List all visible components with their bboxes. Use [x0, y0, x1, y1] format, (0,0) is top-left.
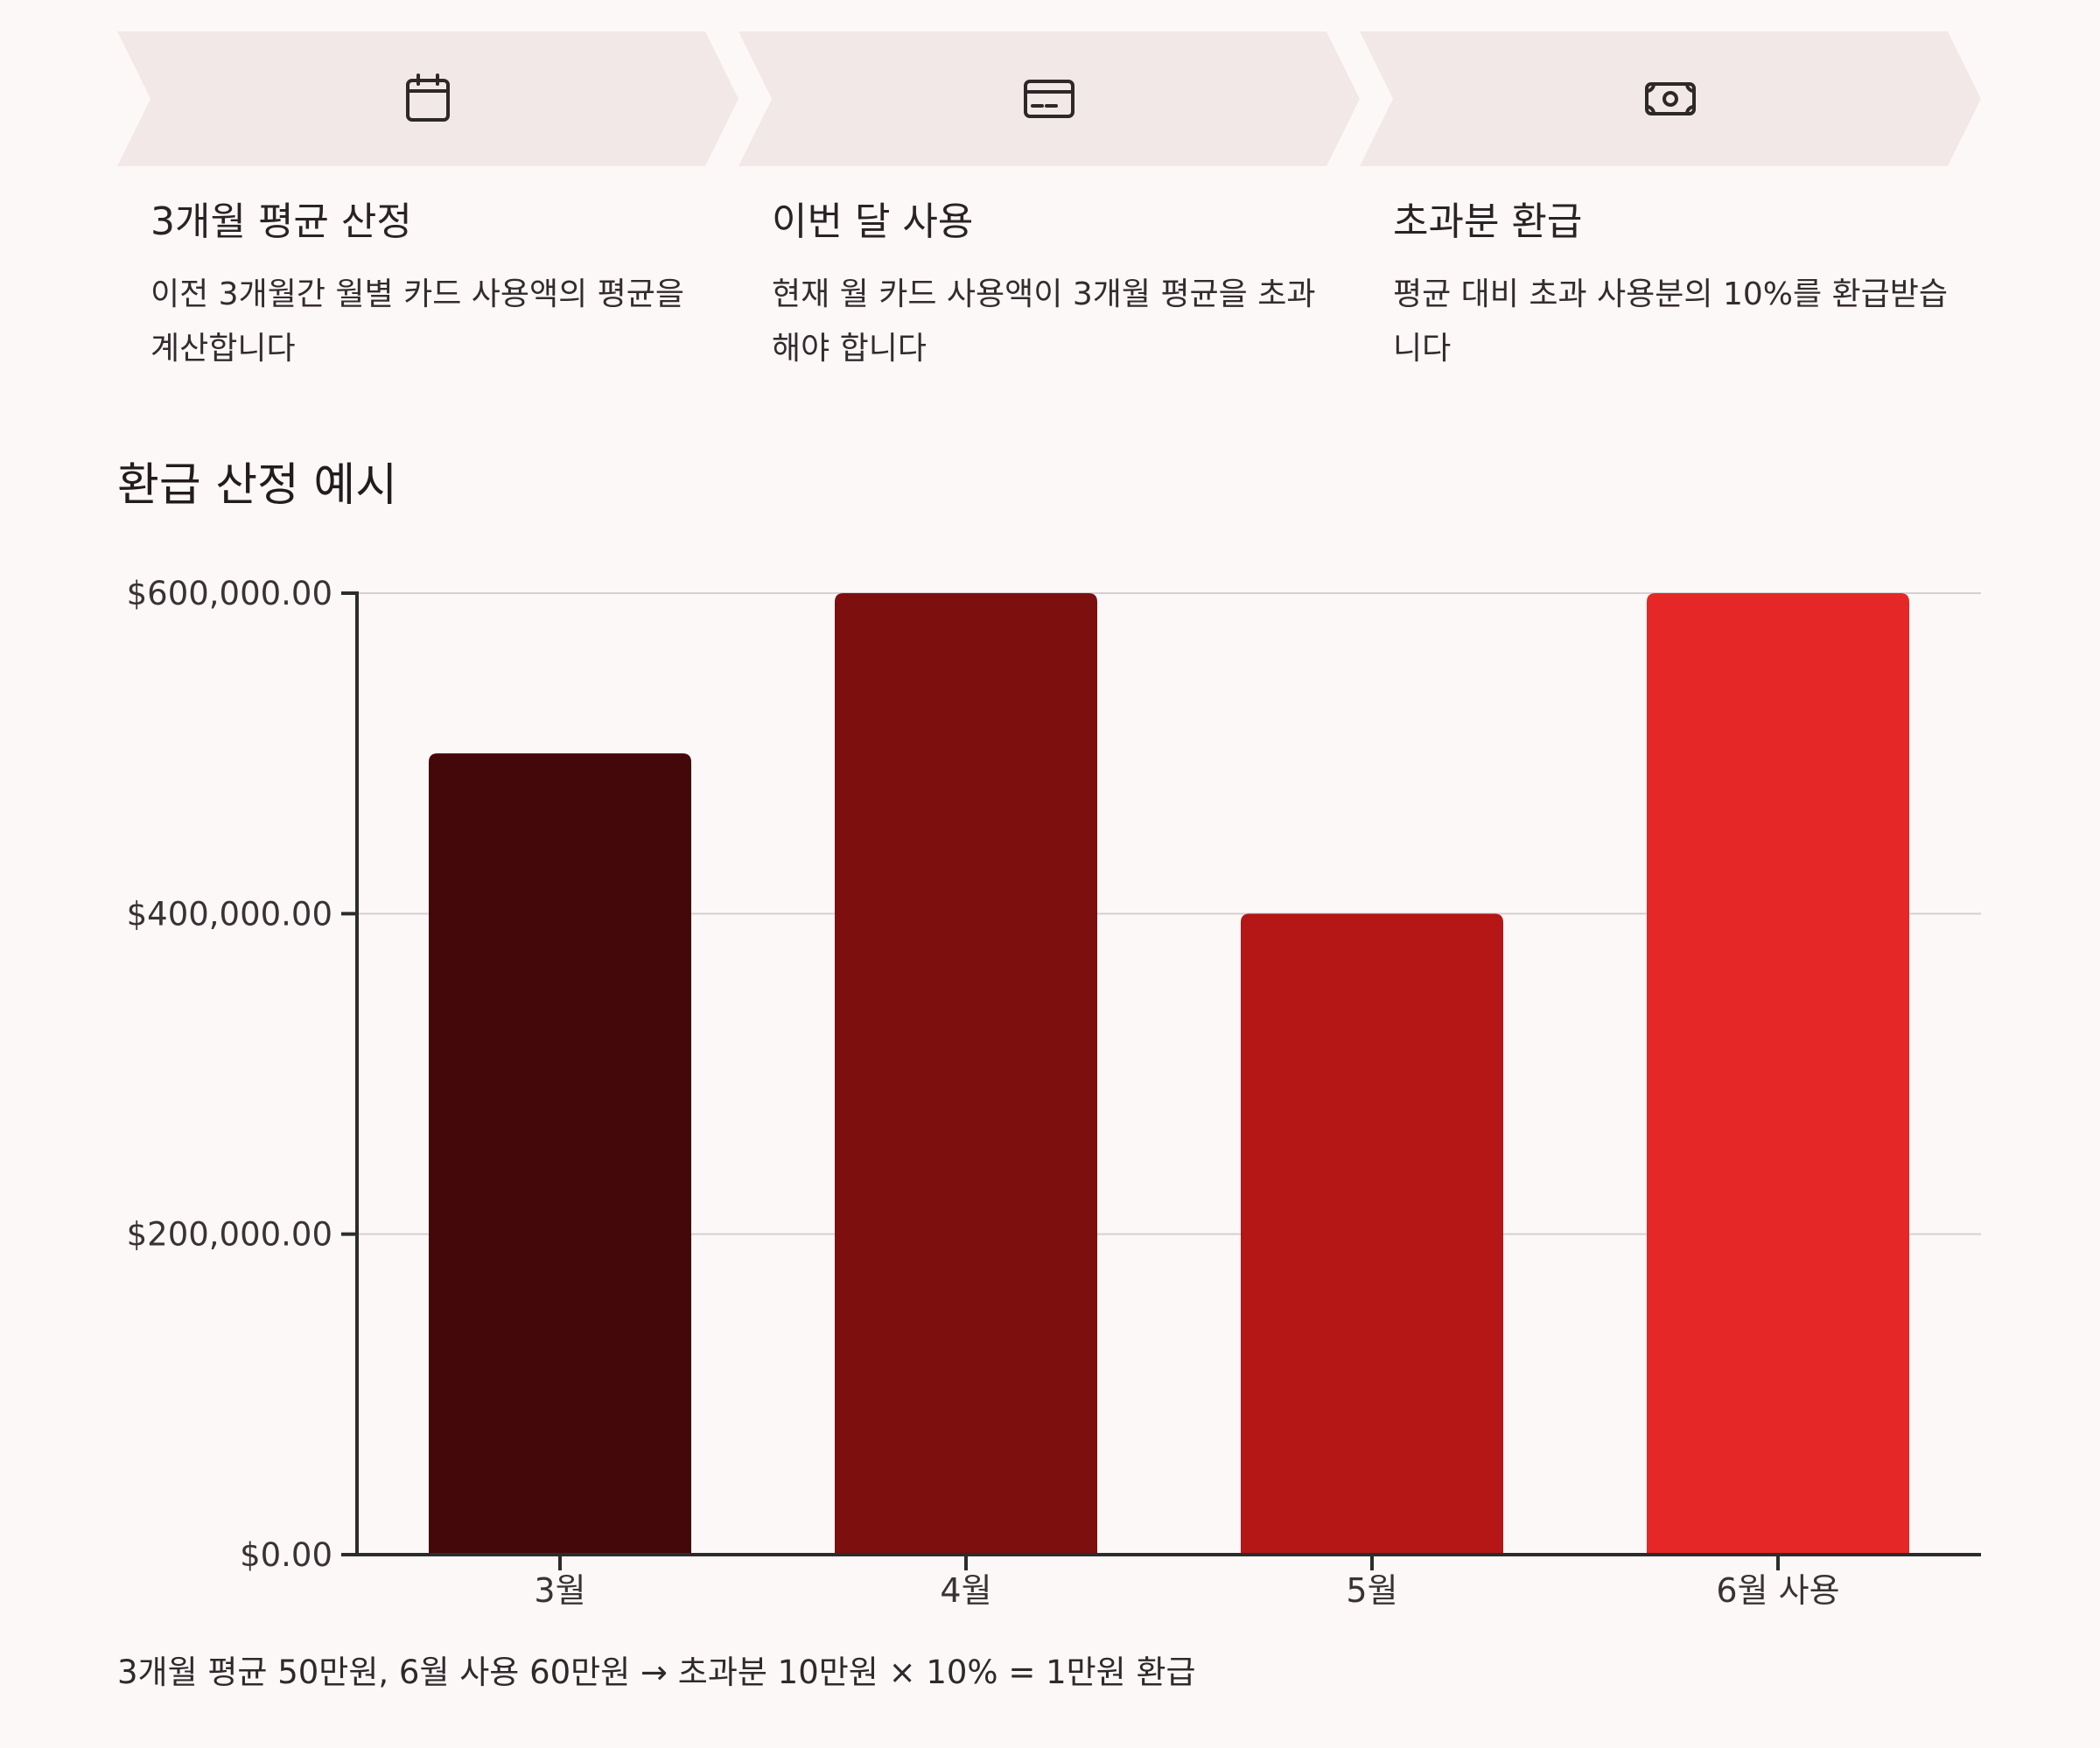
step-description: 이전 3개월간 월별 카드 사용액의 평균을 계산합니다: [150, 276, 685, 367]
step-refund: 초과분 환급 평균 대비 초과 사용분의 10%를 환급받습니다: [1360, 31, 1981, 367]
step-average: 3개월 평균 산정 이전 3개월간 월별 카드 사용액의 평균을 계산합니다: [117, 31, 738, 367]
bar-2: [835, 593, 1097, 1555]
banknote-icon: [1639, 67, 1702, 130]
step-description: 현재 월 카드 사용액이 3개월 평균을 초과해야 합니다: [772, 276, 1316, 367]
y-tick-label: $200,000.00: [127, 1216, 332, 1254]
calendar-icon: [396, 67, 459, 130]
axes: $0.00 $200,000.00 $400,000.00 $600,000.00 3월…: [127, 575, 1981, 1610]
bar-3: [1241, 913, 1503, 1555]
step-title: 초과분 환급: [1393, 199, 1583, 244]
bar-4: [1647, 593, 1909, 1555]
bars: [429, 593, 1909, 1555]
y-tick-label: $400,000.00: [127, 895, 332, 933]
step-title: 3개월 평균 산정: [150, 199, 412, 244]
step-banner: [1360, 31, 1981, 166]
refund-bar-chart: $0.00 $200,000.00 $400,000.00 $600,000.00 3월…: [127, 575, 1981, 1610]
y-tick-label: $0.00: [240, 1536, 332, 1574]
x-tick-label: 6월 사용: [1716, 1571, 1839, 1610]
y-tick-label: $600,000.00: [127, 575, 332, 612]
chart-footnote: 3개월 평균 50만원, 6월 사용 60만원 → 초과분 10만원 × 10%…: [117, 1654, 1196, 1691]
step-title: 이번 달 사용: [772, 199, 974, 244]
step-description: 평균 대비 초과 사용분의 10%를 환급받습니다: [1393, 276, 1949, 367]
step-banner: [738, 31, 1360, 166]
x-tick-label: 3월: [534, 1571, 585, 1610]
chart-title: 환급 산정 예시: [117, 459, 398, 512]
step-banner: [117, 31, 738, 166]
process-steps: 3개월 평균 산정 이전 3개월간 월별 카드 사용액의 평균을 계산합니다 이…: [117, 31, 1981, 381]
step-current-month: 이번 달 사용 현재 월 카드 사용액이 3개월 평균을 초과해야 합니다: [738, 31, 1360, 367]
bar-1: [429, 753, 691, 1555]
x-tick-label: 5월: [1346, 1571, 1397, 1610]
credit-card-icon: [1018, 67, 1081, 130]
x-tick-label: 4월: [940, 1571, 991, 1610]
